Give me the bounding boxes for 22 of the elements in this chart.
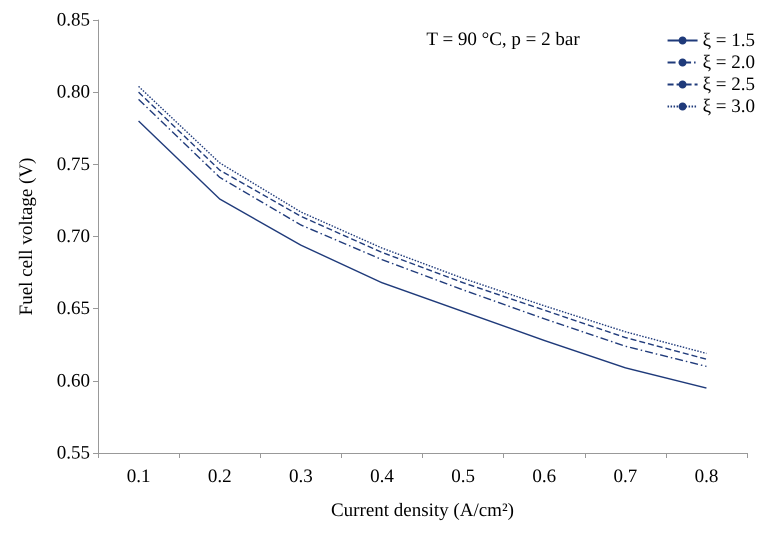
legend-label: ξ = 2.5 bbox=[702, 74, 755, 95]
legend-label: ξ = 3.0 bbox=[702, 96, 755, 117]
x-axis-title: Current density (A/cm²) bbox=[331, 500, 514, 521]
y-tick-label: 0.60 bbox=[56, 370, 90, 392]
y-axis-title: Fuel cell voltage (V) bbox=[16, 158, 37, 316]
x-tick-label: 0.8 bbox=[694, 466, 718, 487]
y-tick-label: 0.70 bbox=[56, 226, 90, 247]
y-tick-label: 0.75 bbox=[56, 154, 90, 175]
x-tick-label: 0.1 bbox=[126, 466, 150, 487]
x-tick-label: 0.5 bbox=[451, 466, 475, 487]
y-tick-label: 0.55 bbox=[56, 442, 90, 464]
x-tick-label: 0.4 bbox=[370, 466, 394, 487]
x-tick-label: 0.7 bbox=[613, 466, 638, 487]
legend-label: ξ = 2.0 bbox=[702, 52, 755, 73]
x-tick-label: 0.3 bbox=[288, 466, 313, 487]
y-tick-label: 0.65 bbox=[56, 298, 90, 320]
x-tick-label: 0.6 bbox=[532, 466, 556, 487]
legend-label: ξ = 1.5 bbox=[702, 30, 755, 51]
annotation: T = 90 °C, p = 2 bar bbox=[426, 29, 580, 50]
y-tick-label: 0.80 bbox=[56, 82, 90, 103]
y-tick-label: 0.85 bbox=[56, 10, 90, 30]
x-tick-label: 0.2 bbox=[208, 466, 232, 487]
